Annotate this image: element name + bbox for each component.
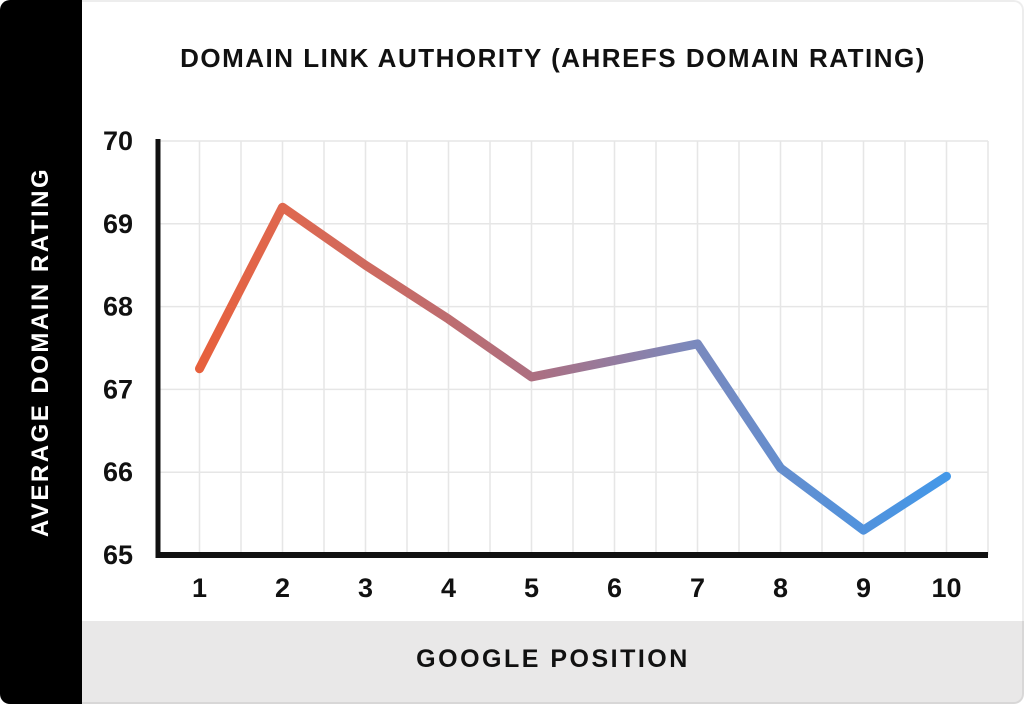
y-tick-label: 70 [103, 126, 133, 156]
y-tick-label: 65 [103, 540, 133, 570]
x-axis-title-bar: GOOGLE POSITION [82, 621, 1024, 704]
y-tick-label: 67 [103, 374, 133, 404]
data-line [195, 202, 951, 535]
y-tick-label: 69 [103, 209, 133, 239]
y-axis-title-bar: AVERAGE DOMAIN RATING [0, 0, 82, 704]
x-tick-label: 7 [690, 573, 705, 603]
x-tick-label: 4 [441, 573, 456, 603]
x-tick-label: 5 [524, 573, 539, 603]
x-axis-title: GOOGLE POSITION [416, 645, 690, 673]
x-tick-label: 1 [192, 573, 207, 603]
y-tick-label: 66 [103, 457, 133, 487]
chart-title: DOMAIN LINK AUTHORITY (AHREFS DOMAIN RAT… [180, 43, 926, 73]
x-tick-label: 3 [358, 573, 373, 603]
x-tick-label: 8 [773, 573, 788, 603]
x-tick-label: 10 [931, 573, 961, 603]
x-tick-label: 6 [607, 573, 622, 603]
y-axis-title: AVERAGE DOMAIN RATING [27, 166, 54, 538]
x-tick-label: 9 [856, 573, 871, 603]
x-tick-label: 2 [275, 573, 290, 603]
y-tick-label: 68 [103, 292, 133, 322]
